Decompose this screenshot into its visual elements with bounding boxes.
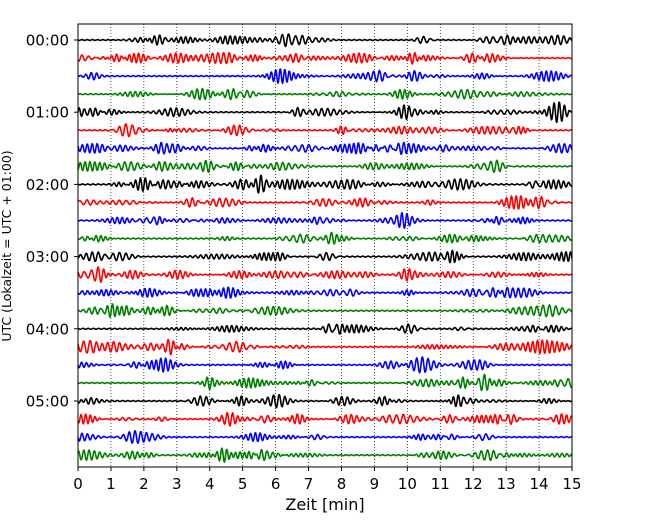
- trace-line: [77, 33, 573, 48]
- x-tick-label: 2: [139, 475, 149, 493]
- y-tick-label: 01:00: [26, 104, 69, 122]
- x-tick-label: 15: [562, 475, 581, 493]
- trace-line: [77, 174, 573, 194]
- x-tick-label: 13: [497, 475, 516, 493]
- trace-line: [77, 231, 573, 245]
- y-axis-ticks: 00:00 01:00 02:00 03:00 04:00 05:00: [26, 32, 78, 411]
- trace-line: [77, 393, 573, 409]
- trace-line: [77, 412, 573, 427]
- y-tick-label: 02:00: [26, 176, 69, 194]
- trace-line: [77, 87, 573, 101]
- x-tick-label: 0: [73, 475, 83, 493]
- y-tick-label: 05:00: [26, 393, 69, 411]
- x-tick-label: 11: [431, 475, 450, 493]
- x-tick-label: 12: [464, 475, 483, 493]
- x-tick-label: 8: [337, 475, 347, 493]
- trace-line: [77, 123, 573, 138]
- vertical-grid: [110, 24, 540, 467]
- trace-line: [77, 249, 573, 264]
- trace-line: [77, 266, 573, 283]
- x-tick-label: 10: [398, 475, 417, 493]
- plot-frame: [77, 23, 573, 468]
- x-axis-label: Zeit [min]: [285, 495, 364, 514]
- trace-line: [77, 286, 573, 299]
- trace-line: [77, 303, 573, 319]
- y-axis-label: UTC (Lokalzeit = UTC + 01:00): [0, 150, 14, 341]
- trace-line: [77, 141, 573, 155]
- trace-line: [77, 429, 573, 444]
- x-tick-label: 9: [370, 475, 380, 493]
- trace-line: [77, 211, 573, 229]
- trace-line: [77, 373, 573, 392]
- trace-line: [77, 195, 573, 210]
- trace-line: [77, 356, 573, 374]
- x-tick-label: 4: [205, 475, 215, 493]
- x-tick-label: 7: [304, 475, 314, 493]
- x-tick-label: 5: [238, 475, 248, 493]
- trace-line: [77, 323, 573, 335]
- trace-line: [77, 68, 573, 85]
- x-tick-label: 14: [530, 475, 549, 493]
- x-axis-ticks: 0 1 2 3 4 5 6 7 8 9 10 11 12 13 14 15: [73, 467, 582, 493]
- trace-line: [77, 159, 573, 174]
- x-tick-label: 1: [106, 475, 116, 493]
- y-tick-label: 03:00: [26, 248, 69, 266]
- trace-line: [77, 51, 573, 65]
- x-tick-label: 6: [271, 475, 281, 493]
- trace-line: [77, 338, 573, 356]
- trace-lines: [77, 33, 573, 463]
- trace-line: [77, 447, 573, 463]
- x-tick-label: 3: [172, 475, 182, 493]
- y-tick-label: 00:00: [26, 32, 69, 50]
- trace-line: [77, 101, 573, 124]
- y-tick-label: 04:00: [26, 320, 69, 338]
